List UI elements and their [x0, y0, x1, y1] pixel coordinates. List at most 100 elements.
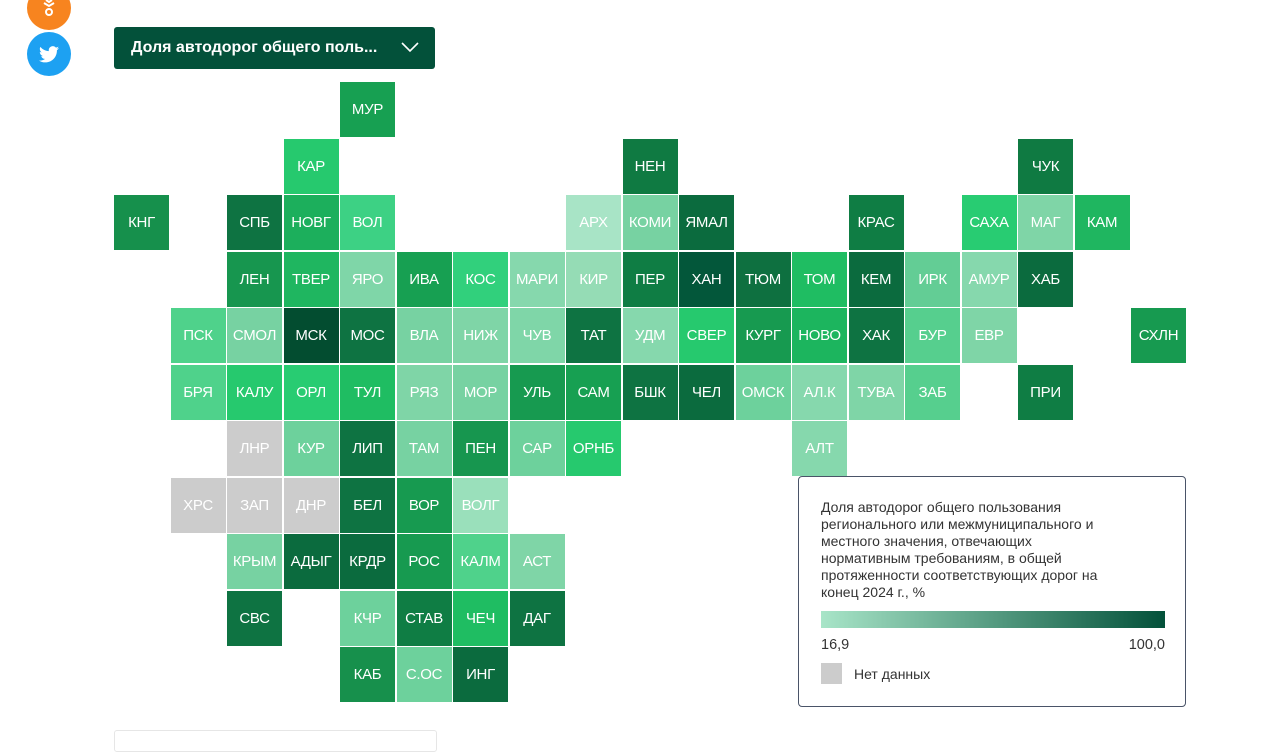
- region-tile[interactable]: ЗАБ: [905, 364, 960, 420]
- region-tile[interactable]: ТВЕР: [283, 251, 339, 307]
- region-tile[interactable]: ПЕН: [453, 421, 508, 476]
- region-tile[interactable]: ДНР: [283, 477, 339, 533]
- region-tile[interactable]: РЯЗ: [396, 364, 452, 420]
- no-data-swatch: [821, 663, 842, 684]
- region-tile[interactable]: ТУЛ: [340, 364, 395, 420]
- region-tile[interactable]: СТАВ: [396, 590, 452, 646]
- region-tile[interactable]: БЕЛ: [340, 477, 395, 533]
- region-tile[interactable]: ОРЛ: [283, 364, 339, 420]
- indicator-select[interactable]: Доля автодорог общего поль...: [114, 27, 435, 69]
- region-tile[interactable]: ТЮМ: [735, 251, 791, 307]
- region-tile[interactable]: ЕВР: [961, 308, 1017, 363]
- region-tile[interactable]: КАБ: [340, 647, 395, 702]
- region-tile[interactable]: НОВО: [792, 308, 847, 363]
- region-tile[interactable]: МОР: [453, 364, 508, 420]
- indicator-select-label: Доля автодорог общего поль...: [131, 39, 378, 56]
- region-tile[interactable]: ВОР: [396, 477, 452, 533]
- region-tile[interactable]: ИРК: [905, 251, 960, 307]
- region-tile[interactable]: ЯРО: [340, 251, 395, 307]
- legend-color-scale: [821, 611, 1165, 628]
- region-tile[interactable]: ЧЕЧ: [453, 590, 508, 646]
- region-tile[interactable]: АМУР: [961, 251, 1017, 307]
- region-tile[interactable]: КОМИ: [622, 195, 678, 250]
- region-tile[interactable]: АСТ: [509, 534, 565, 589]
- region-tile[interactable]: ПЕР: [622, 251, 678, 307]
- region-tile[interactable]: КИР: [566, 251, 621, 307]
- twitter-icon: [39, 45, 59, 62]
- region-tile[interactable]: ХАК: [848, 308, 904, 363]
- odnoklassniki-share-button[interactable]: [27, 0, 71, 30]
- region-tile[interactable]: ЗАП: [227, 477, 282, 533]
- region-tile[interactable]: КАЛМ: [453, 534, 508, 589]
- region-tile[interactable]: ПСК: [170, 308, 226, 363]
- region-tile[interactable]: СПБ: [227, 195, 282, 250]
- region-tile[interactable]: МСК: [283, 308, 339, 363]
- region-tile[interactable]: САМ: [566, 364, 621, 420]
- map-legend: Доля автодорог общего пользования регион…: [798, 476, 1186, 707]
- region-tile[interactable]: ХРС: [170, 477, 226, 533]
- region-tile[interactable]: ВОЛГ: [453, 477, 508, 533]
- region-tile[interactable]: КЕМ: [848, 251, 904, 307]
- region-tile[interactable]: ХАН: [679, 251, 734, 307]
- region-tile[interactable]: БРЯ: [170, 364, 226, 420]
- region-tile[interactable]: НЕН: [622, 138, 678, 194]
- region-tile[interactable]: НОВГ: [283, 195, 339, 250]
- region-tile[interactable]: ТАТ: [566, 308, 621, 363]
- region-tile[interactable]: ВОЛ: [340, 195, 395, 250]
- region-tile[interactable]: СВЕР: [679, 308, 734, 363]
- region-tile[interactable]: КЧР: [340, 590, 395, 646]
- region-tile[interactable]: КРДР: [340, 534, 395, 589]
- odnoklassniki-icon: [43, 0, 55, 16]
- region-tile[interactable]: КРАС: [848, 195, 904, 250]
- region-tile[interactable]: ПРИ: [1018, 364, 1073, 420]
- region-tile[interactable]: МАРИ: [509, 251, 565, 307]
- region-tile[interactable]: ЛИП: [340, 421, 395, 476]
- region-tile[interactable]: РОС: [396, 534, 452, 589]
- secondary-select[interactable]: [114, 730, 437, 752]
- region-tile[interactable]: МОС: [340, 308, 395, 363]
- region-tile[interactable]: ТОМ: [792, 251, 847, 307]
- region-tile[interactable]: ЧЕЛ: [679, 364, 734, 420]
- chevron-down-icon: [401, 42, 419, 53]
- region-tile[interactable]: ОРНБ: [566, 421, 621, 476]
- region-tile[interactable]: ЛНР: [227, 421, 282, 476]
- region-tile[interactable]: ЯМАЛ: [679, 195, 734, 250]
- region-tile[interactable]: КНГ: [114, 195, 169, 250]
- region-tile[interactable]: С.ОС: [396, 647, 452, 702]
- region-tile[interactable]: САР: [509, 421, 565, 476]
- region-tile[interactable]: АДЫГ: [283, 534, 339, 589]
- region-tile[interactable]: ОМСК: [735, 364, 791, 420]
- region-tile[interactable]: ИВА: [396, 251, 452, 307]
- region-tile[interactable]: АРХ: [566, 195, 621, 250]
- region-tile[interactable]: КАР: [283, 138, 339, 194]
- region-tile[interactable]: БУР: [905, 308, 960, 363]
- region-tile[interactable]: ИНГ: [453, 647, 508, 702]
- region-tile[interactable]: АЛ.К: [792, 364, 847, 420]
- region-tile[interactable]: КРЫМ: [227, 534, 282, 589]
- region-tile[interactable]: ЧУК: [1018, 138, 1073, 194]
- region-tile[interactable]: КАЛУ: [227, 364, 282, 420]
- region-tile[interactable]: ЧУВ: [509, 308, 565, 363]
- twitter-share-button[interactable]: [27, 32, 71, 76]
- region-tile[interactable]: БШК: [622, 364, 678, 420]
- region-tile[interactable]: ЛЕН: [227, 251, 282, 307]
- region-tile[interactable]: КУР: [283, 421, 339, 476]
- region-tile[interactable]: САХА: [961, 195, 1017, 250]
- region-tile[interactable]: ТУВА: [848, 364, 904, 420]
- region-tile[interactable]: ХАБ: [1018, 251, 1073, 307]
- region-tile[interactable]: НИЖ: [453, 308, 508, 363]
- region-tile[interactable]: ВЛА: [396, 308, 452, 363]
- region-tile[interactable]: КАМ: [1074, 195, 1130, 250]
- region-tile[interactable]: МУР: [340, 82, 395, 137]
- region-tile[interactable]: АЛТ: [792, 421, 847, 476]
- region-tile[interactable]: СВС: [227, 590, 282, 646]
- region-tile[interactable]: УЛЬ: [509, 364, 565, 420]
- region-tile[interactable]: СМОЛ: [227, 308, 282, 363]
- region-tile[interactable]: УДМ: [622, 308, 678, 363]
- region-tile[interactable]: ДАГ: [509, 590, 565, 646]
- region-tile[interactable]: ТАМ: [396, 421, 452, 476]
- region-tile[interactable]: КУРГ: [735, 308, 791, 363]
- region-tile[interactable]: СХЛН: [1131, 308, 1186, 363]
- region-tile[interactable]: КОС: [453, 251, 508, 307]
- region-tile[interactable]: МАГ: [1018, 195, 1073, 250]
